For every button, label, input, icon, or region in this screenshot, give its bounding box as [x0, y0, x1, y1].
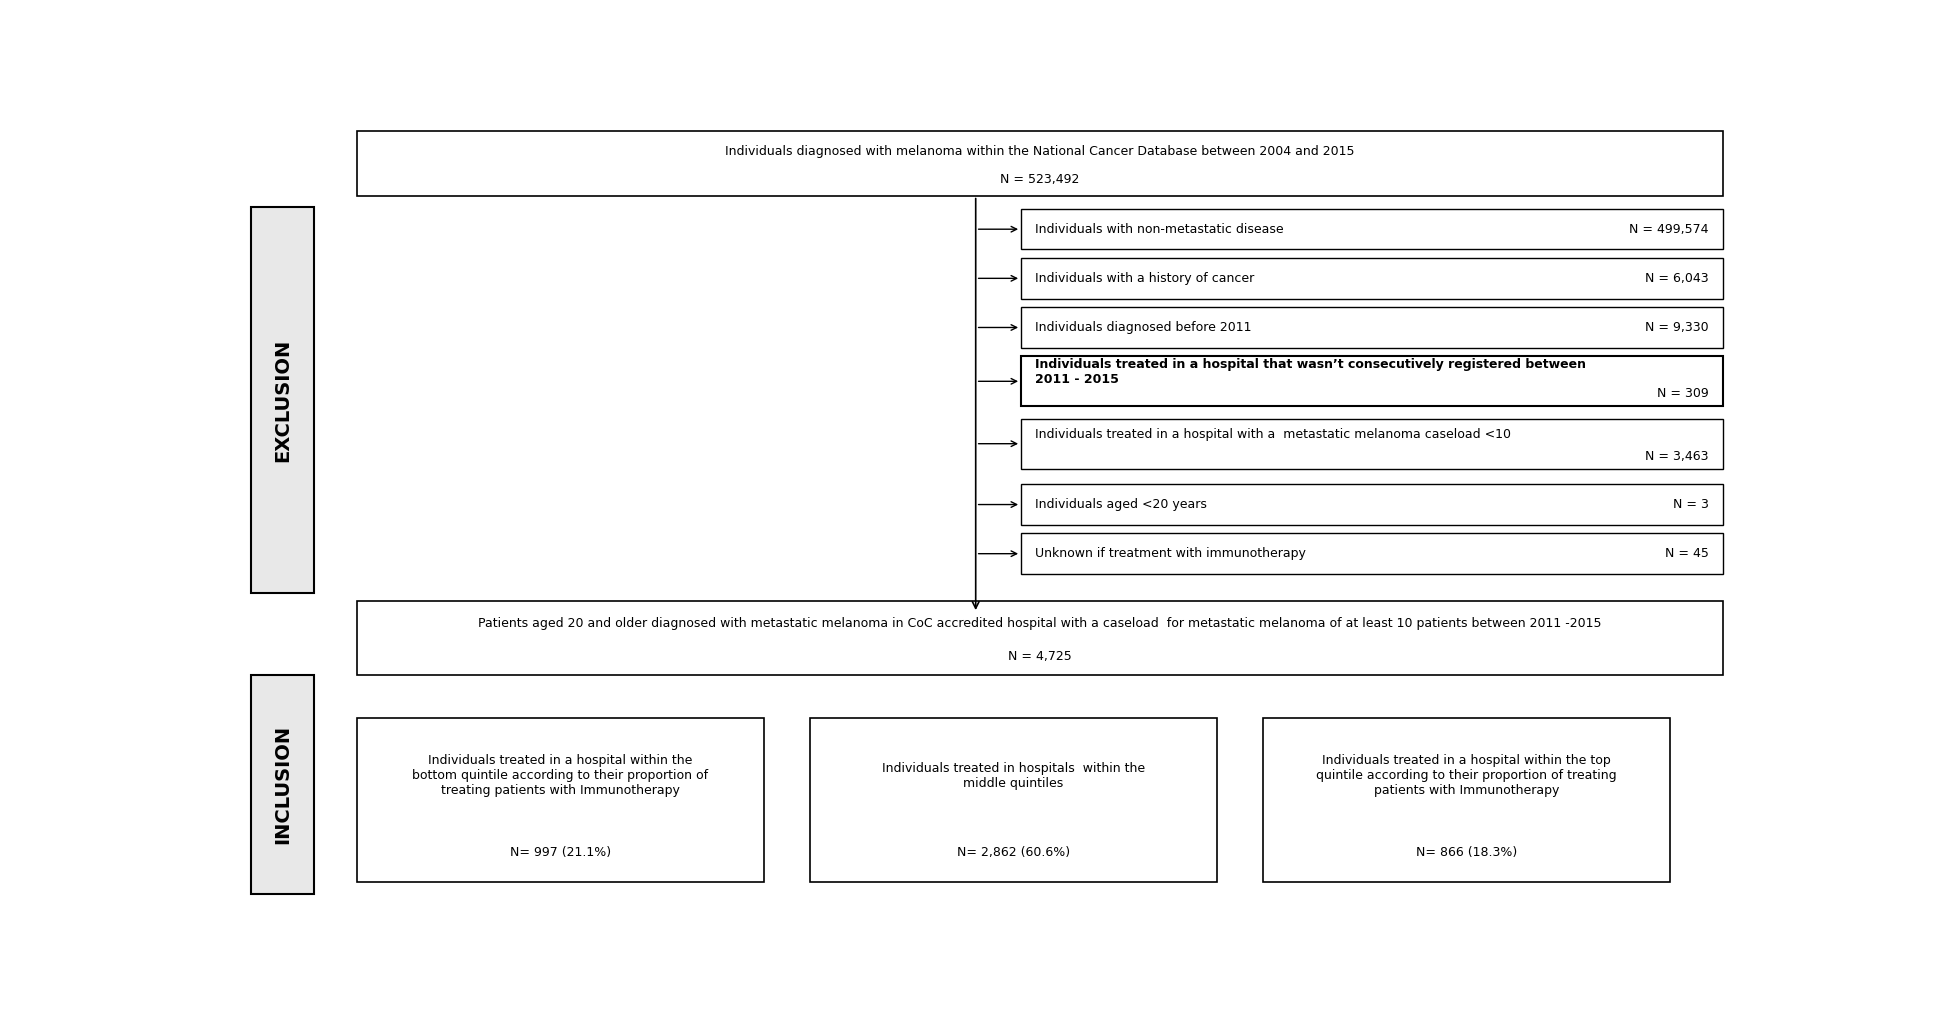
Bar [1262, 718, 1669, 882]
Text: Patients aged 20 and older diagnosed with metastatic melanoma in CoC accredited : Patients aged 20 and older diagnosed wit… [477, 617, 1601, 630]
Text: N = 3: N = 3 [1673, 498, 1708, 511]
Bar [251, 208, 314, 594]
Text: Individuals treated in a hospital within the top
quintile according to their pro: Individuals treated in a hospital within… [1317, 754, 1617, 797]
Bar [1021, 418, 1722, 469]
Text: N= 2,862 (60.6%): N= 2,862 (60.6%) [956, 846, 1069, 859]
Bar [1021, 484, 1722, 525]
Bar [356, 718, 764, 882]
Text: Individuals with non-metastatic disease: Individuals with non-metastatic disease [1034, 223, 1284, 236]
Text: Individuals diagnosed before 2011: Individuals diagnosed before 2011 [1034, 321, 1251, 334]
Bar [1021, 307, 1722, 347]
Text: Unknown if treatment with immunotherapy: Unknown if treatment with immunotherapy [1034, 547, 1305, 560]
Bar [1021, 209, 1722, 249]
Text: N = 309: N = 309 [1658, 387, 1708, 400]
Text: N = 3,463: N = 3,463 [1646, 450, 1708, 463]
Text: N = 45: N = 45 [1666, 547, 1708, 560]
Text: Individuals treated in a hospital with a  metastatic melanoma caseload <10: Individuals treated in a hospital with a… [1034, 428, 1512, 442]
Text: Individuals treated in a hospital within the
bottom quintile according to their : Individuals treated in a hospital within… [413, 754, 709, 797]
Text: N= 997 (21.1%): N= 997 (21.1%) [510, 846, 612, 859]
Text: Individuals with a history of cancer: Individuals with a history of cancer [1034, 271, 1255, 285]
Bar [810, 718, 1218, 882]
Bar [1021, 357, 1722, 406]
Text: EXCLUSION: EXCLUSION [273, 338, 292, 462]
Text: Individuals diagnosed with melanoma within the National Cancer Database between : Individuals diagnosed with melanoma with… [725, 145, 1354, 158]
Bar [251, 676, 314, 893]
Text: N = 523,492: N = 523,492 [999, 173, 1079, 186]
Bar [356, 602, 1724, 676]
Bar [1021, 258, 1722, 299]
Text: Individuals treated in a hospital that wasn’t consecutively registered between
2: Individuals treated in a hospital that w… [1034, 359, 1586, 386]
Bar [356, 131, 1724, 196]
Text: Individuals aged <20 years: Individuals aged <20 years [1034, 498, 1208, 511]
Text: N = 499,574: N = 499,574 [1629, 223, 1708, 236]
Text: N = 4,725: N = 4,725 [1007, 650, 1071, 664]
Text: N = 9,330: N = 9,330 [1646, 321, 1708, 334]
Text: N= 866 (18.3%): N= 866 (18.3%) [1416, 846, 1517, 859]
Text: N = 6,043: N = 6,043 [1646, 271, 1708, 285]
Text: Individuals treated in hospitals  within the
middle quintiles: Individuals treated in hospitals within … [882, 762, 1145, 789]
Bar [1021, 534, 1722, 574]
Text: INCLUSION: INCLUSION [273, 725, 292, 844]
